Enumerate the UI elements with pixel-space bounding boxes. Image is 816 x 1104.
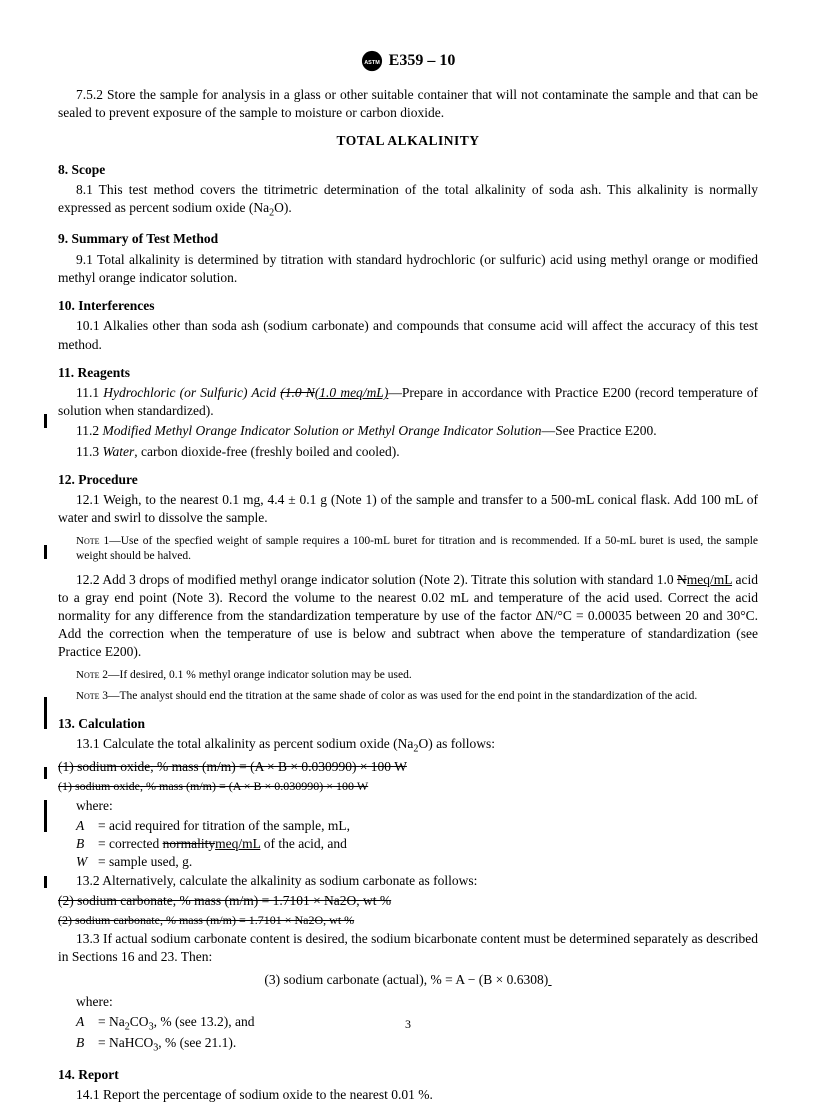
designation: E359 – 10 <box>389 50 456 72</box>
svg-text:ASTM: ASTM <box>364 60 380 66</box>
change-bar <box>44 697 47 729</box>
equation-1a: (1) sodium oxide, % mass (m/m) = (A × B … <box>58 758 758 776</box>
para-14-1: 14.1 Report the percentage of sodium oxi… <box>58 1086 758 1104</box>
change-bar <box>44 876 47 888</box>
note-3: Note 3—The analyst should end the titrat… <box>76 689 758 705</box>
para-8-1: 8.1 This test method covers the titrimet… <box>58 181 758 221</box>
change-bar <box>44 767 47 779</box>
para-13-2: 13.2 Alternatively, calculate the alkali… <box>58 872 758 890</box>
heading-14: 14. Report <box>58 1066 758 1084</box>
para-11-2: 11.2 Modified Methyl Orange Indicator So… <box>58 422 758 440</box>
where-block-1: A= acid required for titration of the sa… <box>76 817 758 872</box>
section-title-total-alkalinity: TOTAL ALKALINITY <box>58 132 758 150</box>
astm-logo-icon: ASTM <box>361 50 383 72</box>
para-13-1: 13.1 Calculate the total alkalinity as p… <box>58 735 758 756</box>
change-bar <box>44 545 47 559</box>
para-9-1: 9.1 Total alkalinity is determined by ti… <box>58 251 758 287</box>
para-12-1: 12.1 Weigh, to the nearest 0.1 mg, 4.4 ±… <box>58 491 758 527</box>
para-11-3: 11.3 Water, carbon dioxide-free (freshly… <box>58 443 758 461</box>
equation-2a: (2) sodium carbonate, % mass (m/m) = 1.7… <box>58 892 758 910</box>
para-13-3: 13.3 If actual sodium carbonate content … <box>58 930 758 966</box>
equation-2b: (2) sodium carbonate, % mass (m/m) = 1.7… <box>58 912 758 928</box>
heading-8: 8. Scope <box>58 161 758 179</box>
heading-10: 10. Interferences <box>58 297 758 315</box>
change-bar <box>44 800 47 832</box>
heading-13: 13. Calculation <box>58 715 758 733</box>
change-bar <box>44 414 47 428</box>
heading-11: 11. Reagents <box>58 364 758 382</box>
equation-3: (3) sodium carbonate (actual), % = A − (… <box>58 971 758 989</box>
heading-12: 12. Procedure <box>58 471 758 489</box>
para-10-1: 10.1 Alkalies other than soda ash (sodiu… <box>58 317 758 353</box>
para-12-2: 12.2 Add 3 drops of modified methyl oran… <box>58 571 758 662</box>
note-1: Note 1—Use of the specfied weight of sam… <box>76 534 758 565</box>
page-header: ASTM E359 – 10 <box>58 50 758 72</box>
note-2: Note 2—If desired, 0.1 % methyl orange i… <box>76 668 758 684</box>
where-label-2: where: <box>58 993 758 1011</box>
para-7-5-2: 7.5.2 Store the sample for analysis in a… <box>58 86 758 122</box>
para-11-1: 11.1 Hydrochloric (or Sulfuric) Acid (1.… <box>58 384 758 420</box>
equation-1b: (1) sodium oxide, % mass (m/m) = (A × B … <box>58 778 758 794</box>
heading-9: 9. Summary of Test Method <box>58 230 758 248</box>
page-number: 3 <box>0 1016 816 1032</box>
where-label-1: where: <box>58 797 758 815</box>
